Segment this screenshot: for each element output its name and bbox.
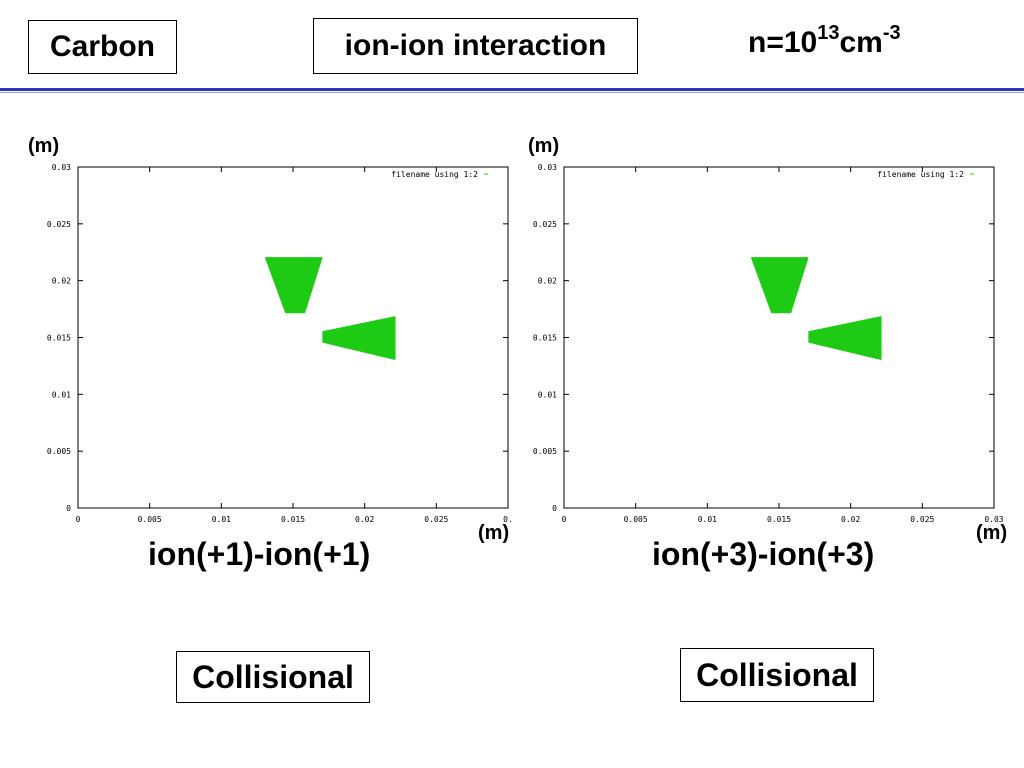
y-unit-right: (m) — [528, 135, 560, 157]
scatter-plot-left: 0 0.005 0.01 0.015 0.02 0.025 0.03 0 0.005 0.01 0.… — [47, 163, 513, 524]
y-tick-label: 0.02 — [52, 277, 71, 286]
x-tick-label: 0.025 — [910, 515, 934, 524]
x-tick-label: 0.025 — [424, 515, 448, 524]
data-cloud-1 — [751, 257, 809, 314]
x-tick-label: 0.02 — [355, 515, 374, 524]
y-tick-label: 0.005 — [47, 447, 71, 456]
y-tick-label: 0.015 — [533, 334, 557, 343]
y-tick-label: 0.02 — [538, 277, 557, 286]
slide-title-box: Carbon — [28, 20, 177, 74]
collisional-box-right: Collisional — [680, 648, 874, 702]
header-divider-shadow — [0, 92, 1024, 93]
header-divider — [0, 88, 1024, 91]
scatter-plot-right: 0 0.005 0.01 0.015 0.02 0.025 0.03 0 0.005 0.01 0.… — [533, 163, 1004, 524]
x-tick-label: 0.015 — [281, 515, 305, 524]
legend-entry: filename using 1:2 — [877, 170, 964, 179]
y-tick-label: 0.005 — [533, 447, 557, 456]
y-tick-label: 0.025 — [533, 220, 557, 229]
x-unit-right: (m) — [976, 522, 1008, 544]
collisional-label-right: Collisional — [696, 656, 858, 693]
x-tick-label: 0.02 — [841, 515, 860, 524]
topic-box: ion-ion interaction — [313, 18, 638, 74]
y-unit-left: (m) — [28, 135, 60, 157]
x-tick-label: 0.005 — [138, 515, 162, 524]
x-tick-label: 0.03 — [984, 515, 1003, 524]
y-tick-label: 0.03 — [52, 163, 71, 172]
x-tick-label: 0. — [503, 515, 513, 524]
legend-entry: filename using 1:2 — [391, 170, 478, 179]
collisional-label-left: Collisional — [192, 658, 354, 695]
slide-title: Carbon — [50, 30, 155, 63]
density-label: n=1013cm-3 — [748, 22, 901, 59]
x-tick-label: 0 — [562, 515, 567, 524]
collisional-box-left: Collisional — [176, 651, 370, 703]
topic-label: ion-ion interaction — [344, 29, 607, 62]
x-tick-label: 0 — [76, 515, 81, 524]
data-cloud-2 — [808, 316, 882, 360]
y-tick-label: 0.03 — [538, 163, 557, 172]
y-tick-label: 0 — [66, 504, 71, 513]
x-unit-left: (m) — [478, 522, 510, 544]
caption-left: ion(+1)-ion(+1) — [148, 536, 371, 572]
x-tick-label: 0.005 — [624, 515, 648, 524]
y-tick-label: 0.01 — [538, 390, 557, 399]
plot-frame — [563, 166, 995, 509]
data-cloud-1 — [265, 257, 323, 314]
y-tick-label: 0.025 — [47, 220, 71, 229]
plot-frame — [77, 166, 509, 509]
x-tick-label: 0.01 — [212, 515, 231, 524]
y-tick-label: 0.01 — [52, 390, 71, 399]
data-cloud-2 — [322, 316, 396, 360]
x-tick-label: 0.01 — [698, 515, 717, 524]
x-tick-label: 0.015 — [767, 515, 791, 524]
y-tick-label: 0.015 — [47, 334, 71, 343]
y-tick-label: 0 — [552, 504, 557, 513]
caption-right: ion(+3)-ion(+3) — [652, 536, 875, 572]
